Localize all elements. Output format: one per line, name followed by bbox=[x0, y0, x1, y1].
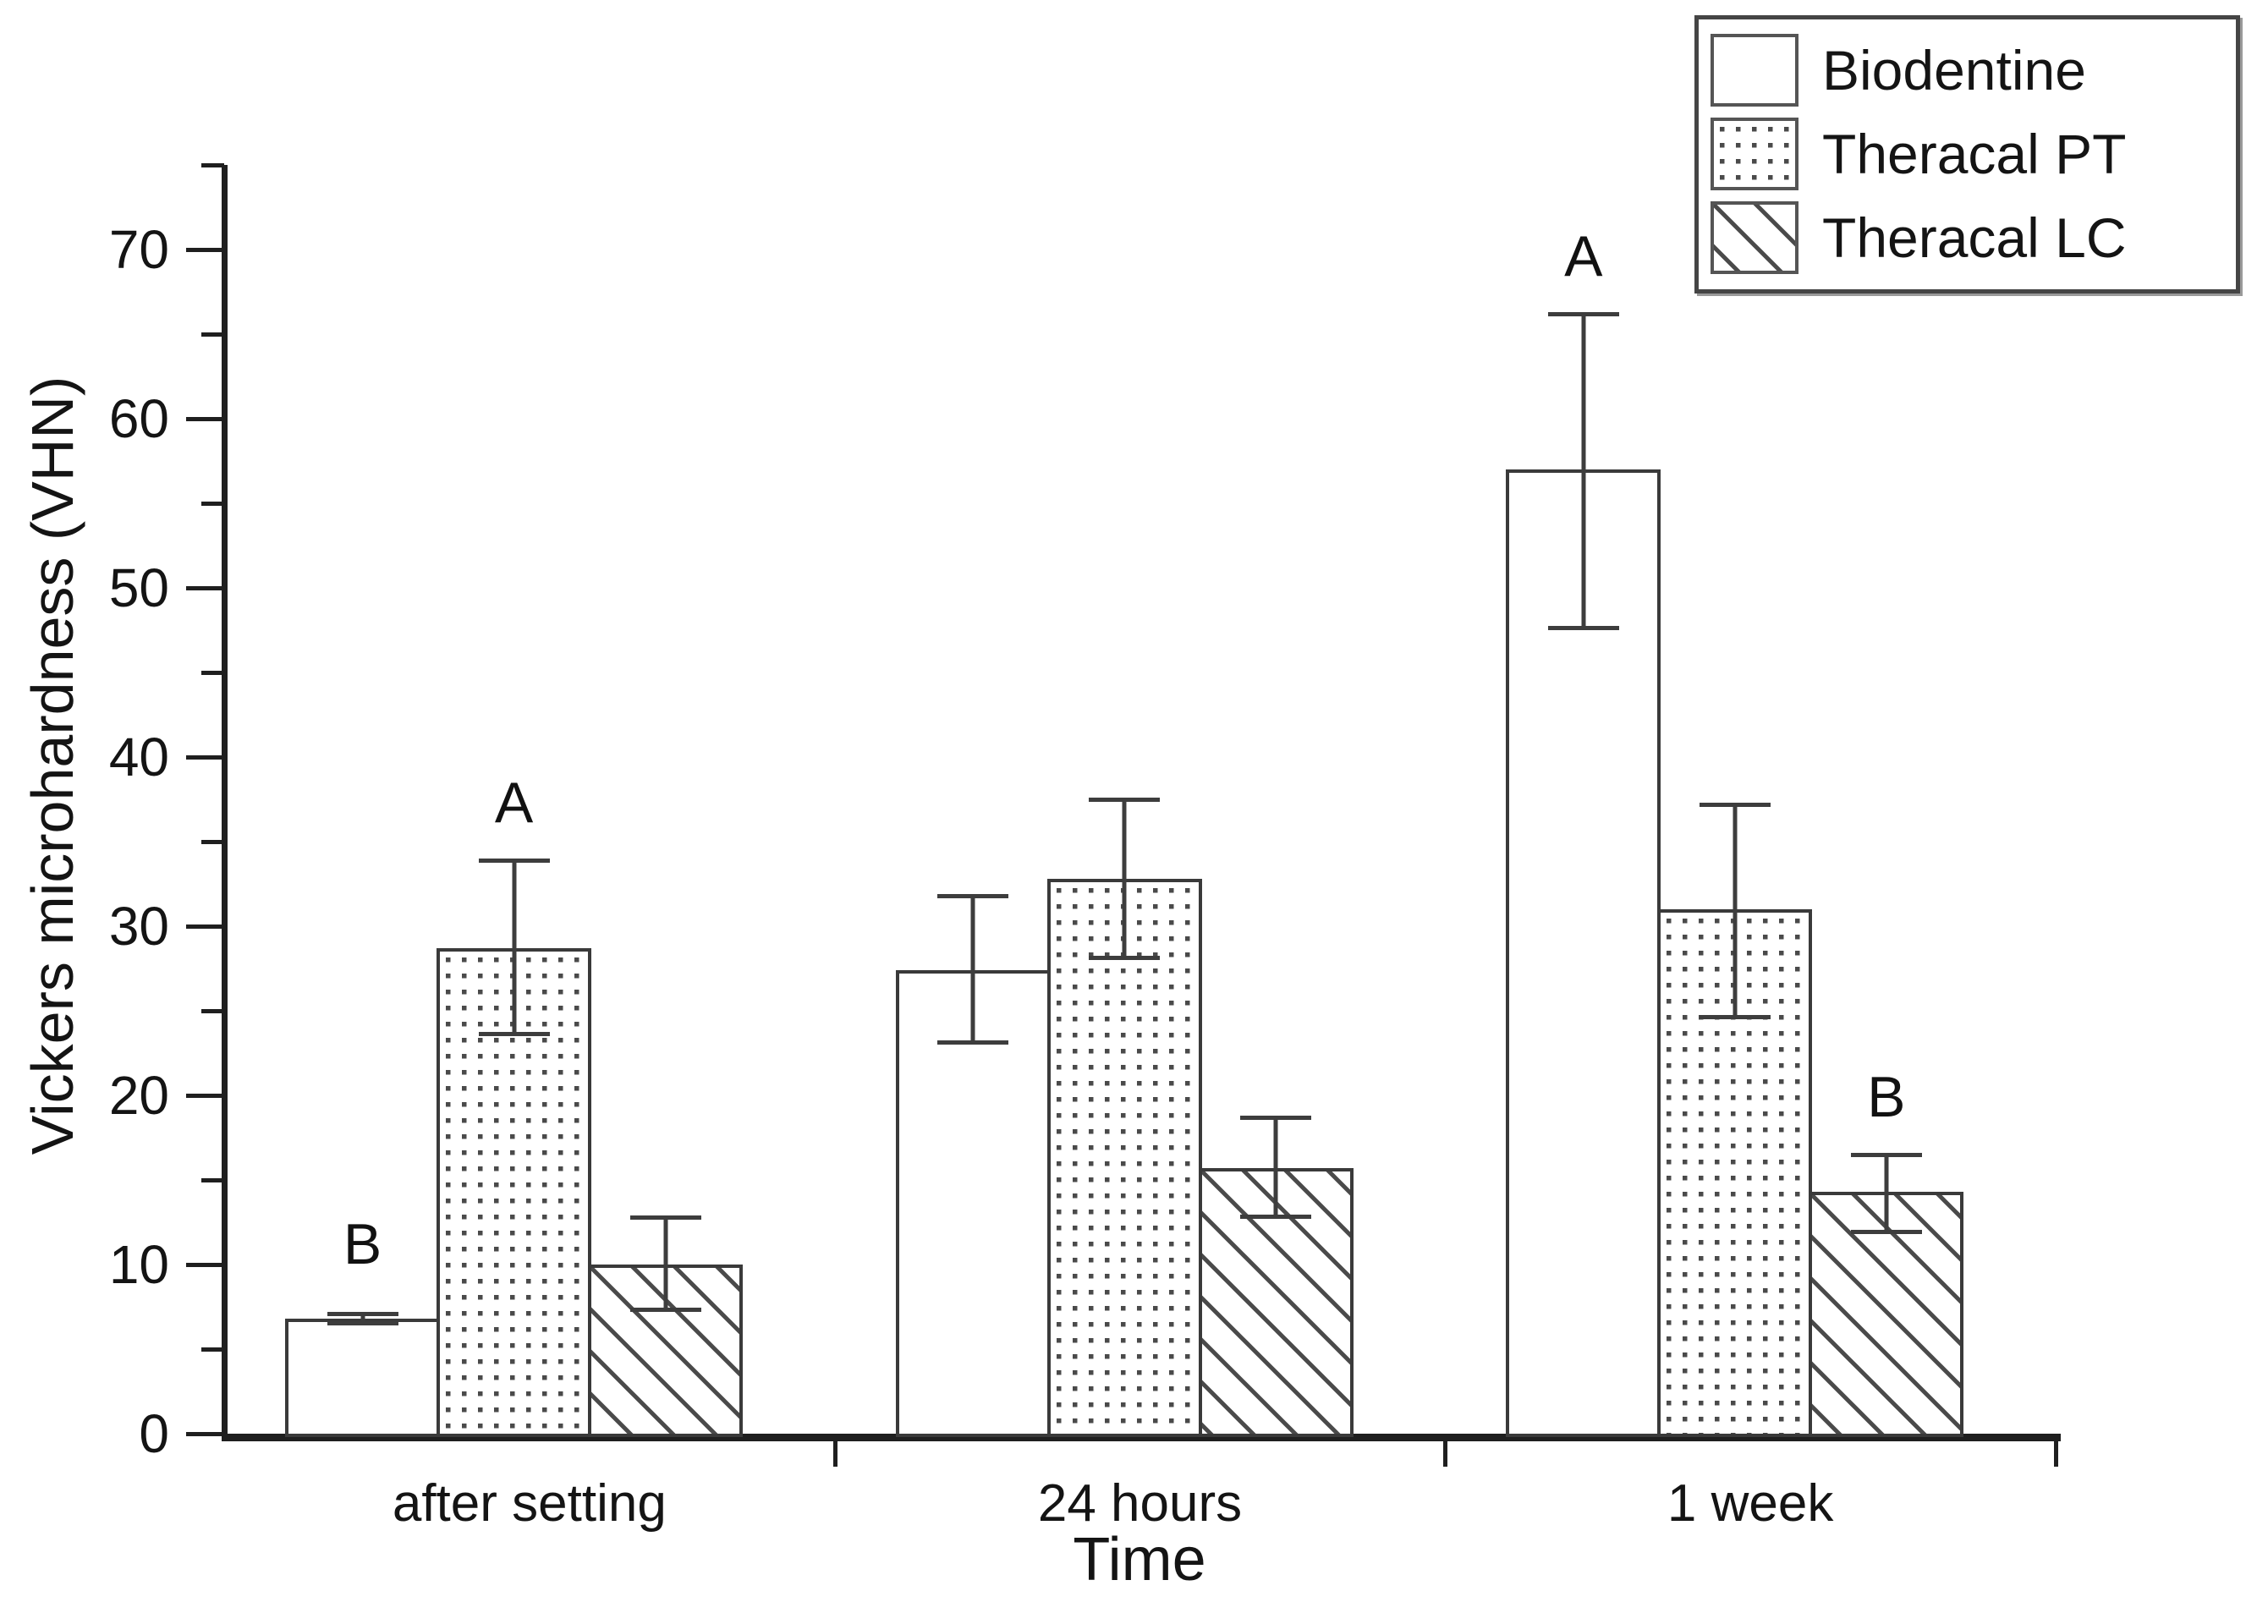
x-axis-title: Time bbox=[1073, 1526, 1206, 1594]
bar-biodentine-after-setting bbox=[285, 1319, 440, 1437]
y-minor-tick bbox=[201, 502, 224, 506]
x-category-label: after setting bbox=[392, 1474, 667, 1533]
error-bar-stem bbox=[970, 894, 975, 1045]
error-bar-cap bbox=[1850, 1153, 1922, 1157]
y-tick-label: 10 bbox=[108, 1234, 169, 1295]
x-tick bbox=[2054, 1441, 2058, 1467]
bar-fill-pattern-diagonal-hatch bbox=[1812, 1195, 1961, 1434]
error-bar-cap bbox=[1547, 312, 1619, 316]
y-tick-label: 60 bbox=[108, 388, 169, 449]
error-bar bbox=[629, 1215, 701, 1312]
y-major-tick bbox=[186, 755, 224, 760]
legend-row: Theracal PT bbox=[1711, 112, 2224, 195]
error-bar-cap bbox=[1089, 798, 1161, 802]
error-bar-cap bbox=[1699, 803, 1771, 807]
error-bar-cap bbox=[1547, 626, 1619, 630]
y-tick-label: 40 bbox=[108, 727, 169, 787]
error-bar bbox=[1547, 312, 1619, 630]
error-bar-stem bbox=[1273, 1116, 1278, 1219]
y-tick-label: 20 bbox=[108, 1065, 169, 1126]
error-bar bbox=[327, 1312, 398, 1325]
error-bar bbox=[478, 859, 550, 1036]
error-bar-cap bbox=[937, 894, 1009, 898]
legend-label: Theracal PT bbox=[1822, 122, 2127, 185]
legend-row: Biodentine bbox=[1711, 28, 2224, 112]
y-minor-tick bbox=[201, 163, 224, 167]
error-bar-cap bbox=[1240, 1116, 1312, 1120]
legend-swatch-diagonal-hatch bbox=[1711, 200, 1798, 274]
error-bar-cap bbox=[1850, 1230, 1922, 1234]
error-bar bbox=[937, 894, 1009, 1045]
x-tick bbox=[1443, 1441, 1448, 1467]
legend-swatch-solid-white bbox=[1711, 33, 1798, 107]
y-major-tick bbox=[186, 586, 224, 590]
legend-swatch-pattern bbox=[1714, 204, 1795, 271]
y-minor-tick bbox=[201, 332, 224, 337]
legend-row: Theracal LC bbox=[1711, 195, 2224, 279]
bar-fill-pattern-dots bbox=[1050, 882, 1199, 1434]
y-major-tick bbox=[186, 1263, 224, 1267]
y-major-tick bbox=[186, 1432, 224, 1436]
error-bar-cap bbox=[1089, 956, 1161, 960]
error-bar bbox=[1699, 803, 1771, 1019]
error-bar-cap bbox=[1699, 1015, 1771, 1019]
y-minor-tick bbox=[201, 1347, 224, 1352]
error-bar-stem bbox=[1581, 312, 1586, 630]
bar-theracal-pt-24-hours bbox=[1046, 879, 1202, 1437]
y-tick-label: 30 bbox=[108, 896, 169, 957]
y-major-tick bbox=[186, 924, 224, 929]
y-minor-tick bbox=[201, 840, 224, 844]
y-minor-tick bbox=[201, 1009, 224, 1013]
error-bar bbox=[1240, 1116, 1312, 1219]
error-bar-stem bbox=[1884, 1153, 1889, 1234]
error-bar-stem bbox=[1122, 798, 1127, 960]
error-bar-cap bbox=[478, 1032, 550, 1036]
x-category-label: 24 hours bbox=[1037, 1474, 1243, 1533]
legend-label: Biodentine bbox=[1822, 38, 2086, 102]
x-axis-line bbox=[222, 1434, 2061, 1441]
x-category-label: 1 week bbox=[1667, 1474, 1834, 1533]
error-bar-stem bbox=[360, 1312, 365, 1325]
significance-letter: A bbox=[1564, 224, 1603, 288]
legend-swatch-pattern bbox=[1714, 120, 1795, 187]
legend-label: Theracal LC bbox=[1822, 206, 2127, 269]
y-axis-line bbox=[222, 165, 228, 1441]
error-bar-cap bbox=[327, 1321, 398, 1325]
error-bar-cap bbox=[478, 859, 550, 863]
legend-box: Biodentine Theracal PT Theracal LC bbox=[1694, 15, 2240, 294]
legend-swatch-dots bbox=[1711, 117, 1798, 190]
error-bar-cap bbox=[327, 1312, 398, 1316]
y-tick-label: 0 bbox=[139, 1403, 169, 1464]
x-tick bbox=[832, 1441, 837, 1467]
error-bar-cap bbox=[629, 1215, 701, 1220]
y-major-tick bbox=[186, 1094, 224, 1098]
y-major-tick bbox=[186, 248, 224, 252]
significance-letter: A bbox=[494, 771, 534, 835]
y-minor-tick bbox=[201, 671, 224, 675]
error-bar-stem bbox=[1733, 803, 1738, 1019]
error-bar-cap bbox=[1240, 1215, 1312, 1219]
y-major-tick bbox=[186, 417, 224, 421]
y-tick-label: 70 bbox=[108, 219, 169, 280]
y-tick-label: 50 bbox=[108, 557, 169, 618]
y-minor-tick bbox=[201, 1178, 224, 1182]
error-bar-stem bbox=[512, 859, 516, 1036]
significance-letter: B bbox=[1867, 1065, 1906, 1129]
error-bar-cap bbox=[629, 1308, 701, 1312]
error-bar bbox=[1850, 1153, 1922, 1234]
error-bar bbox=[1089, 798, 1161, 960]
error-bar-stem bbox=[663, 1215, 667, 1312]
error-bar-cap bbox=[937, 1040, 1009, 1045]
bar-theracal-lc-after-setting bbox=[588, 1265, 743, 1437]
significance-letter: B bbox=[343, 1212, 382, 1276]
